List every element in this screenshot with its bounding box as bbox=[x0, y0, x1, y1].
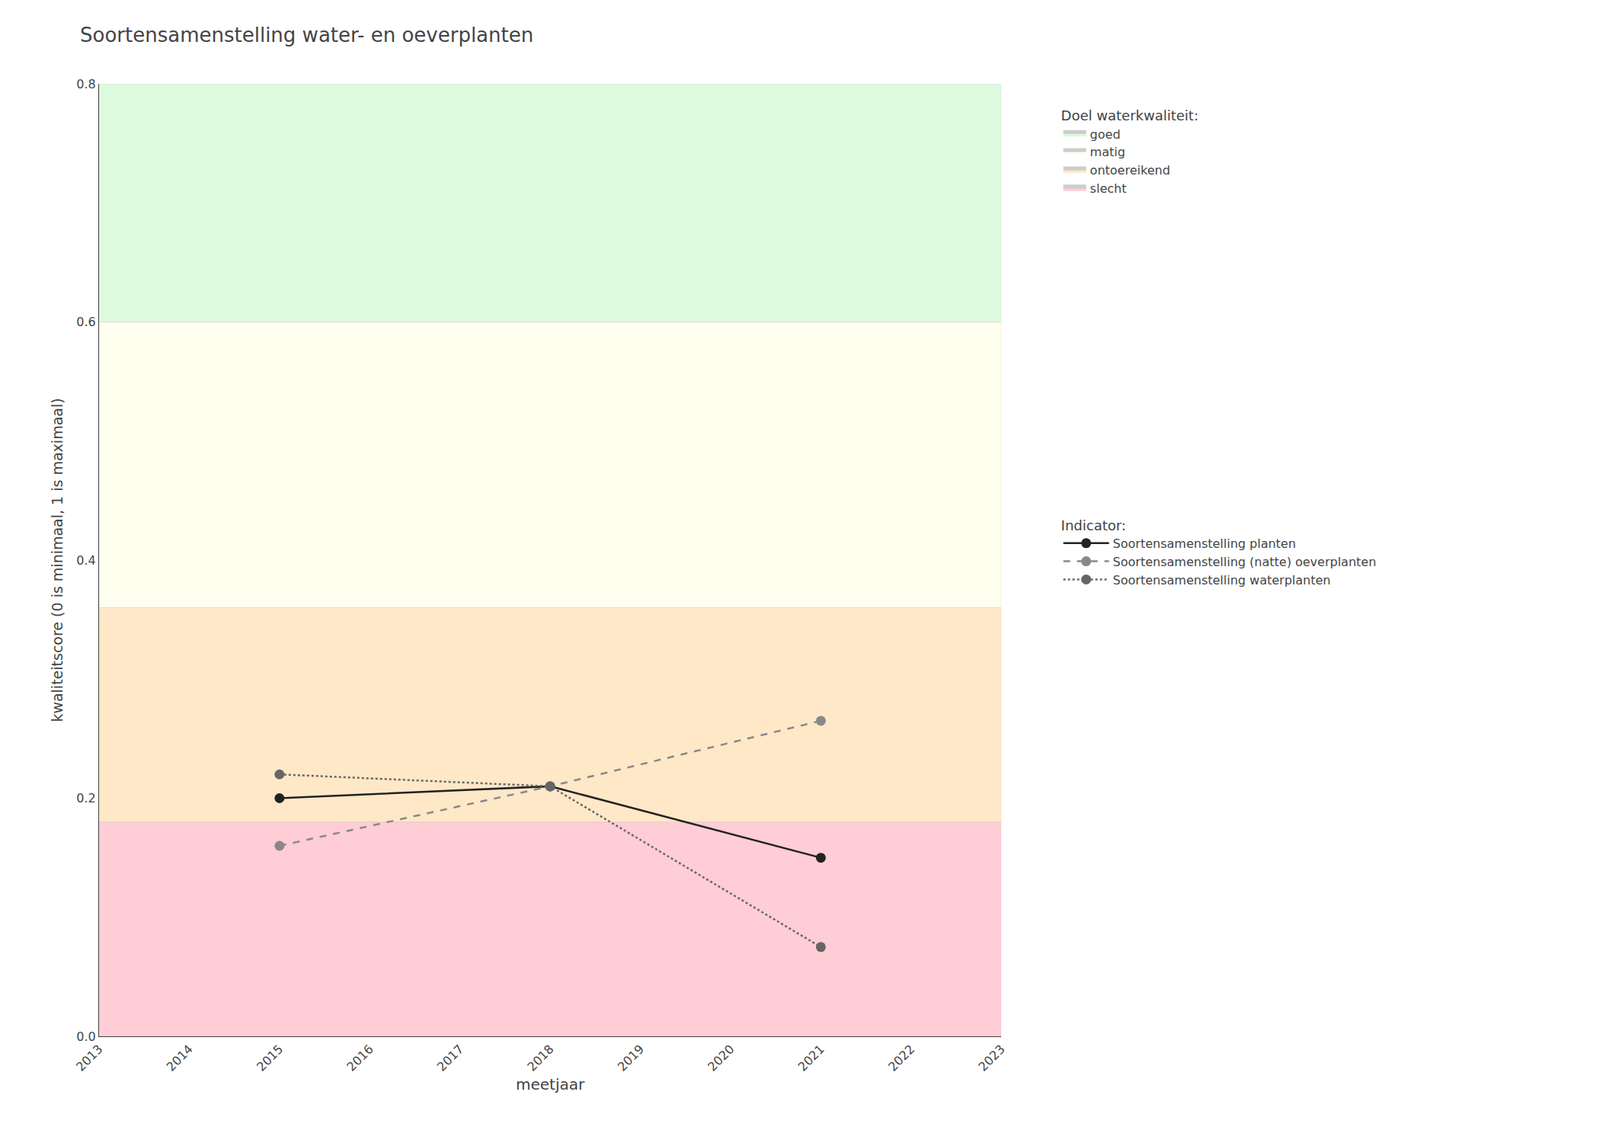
svg-text:2013: 2013 bbox=[73, 1041, 106, 1074]
svg-text:meetjaar: meetjaar bbox=[515, 1075, 586, 1094]
svg-text:ontoereikend: ontoereikend bbox=[1090, 163, 1171, 178]
svg-text:2020: 2020 bbox=[704, 1041, 737, 1074]
svg-text:Soortensamenstelling waterplan: Soortensamenstelling waterplanten bbox=[1113, 572, 1332, 588]
svg-text:2015: 2015 bbox=[253, 1041, 286, 1074]
svg-text:Doel waterkwaliteit:: Doel waterkwaliteit: bbox=[1061, 107, 1199, 124]
svg-text:slecht: slecht bbox=[1090, 181, 1127, 196]
svg-text:2016: 2016 bbox=[344, 1041, 377, 1074]
svg-text:Soortensamenstelling (natte) o: Soortensamenstelling (natte) oeverplante… bbox=[1113, 554, 1377, 570]
svg-text:2019: 2019 bbox=[614, 1041, 647, 1074]
svg-text:2023: 2023 bbox=[975, 1041, 1008, 1074]
svg-text:Soortensamenstelling planten: Soortensamenstelling planten bbox=[1113, 536, 1296, 551]
svg-text:2018: 2018 bbox=[524, 1041, 557, 1074]
svg-text:matig: matig bbox=[1090, 144, 1126, 160]
svg-text:kwaliteitscore (0 is minimaal,: kwaliteitscore (0 is minimaal, 1 is maxi… bbox=[48, 397, 66, 722]
svg-text:2017: 2017 bbox=[434, 1041, 467, 1074]
svg-text:0.0: 0.0 bbox=[76, 1029, 96, 1044]
svg-text:0.6: 0.6 bbox=[76, 314, 96, 330]
svg-text:Soortensamenstelling water- en: Soortensamenstelling water- en oeverplan… bbox=[80, 23, 534, 47]
svg-text:2014: 2014 bbox=[163, 1041, 196, 1074]
svg-text:0.4: 0.4 bbox=[76, 553, 96, 568]
svg-text:goed: goed bbox=[1090, 127, 1121, 142]
svg-text:2022: 2022 bbox=[885, 1041, 918, 1074]
svg-text:0.2: 0.2 bbox=[76, 790, 96, 806]
svg-text:2021: 2021 bbox=[795, 1041, 828, 1074]
svg-text:0.8: 0.8 bbox=[76, 76, 96, 92]
svg-text:Indicator:: Indicator: bbox=[1061, 517, 1127, 534]
